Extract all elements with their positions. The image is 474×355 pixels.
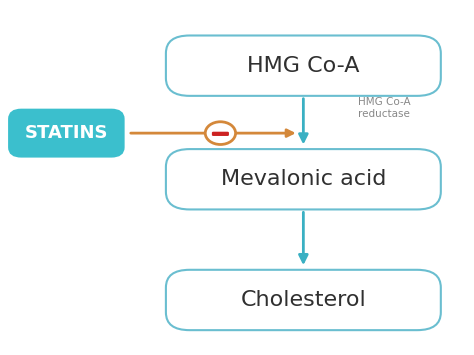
Circle shape [205, 122, 236, 144]
FancyBboxPatch shape [166, 149, 441, 209]
Text: Cholesterol: Cholesterol [240, 290, 366, 310]
Text: HMG Co-A
reductase: HMG Co-A reductase [358, 97, 410, 119]
FancyBboxPatch shape [166, 36, 441, 96]
Text: Mevalonic acid: Mevalonic acid [221, 169, 386, 189]
Text: STATINS: STATINS [25, 124, 108, 142]
FancyBboxPatch shape [212, 132, 229, 136]
Text: HMG Co-A: HMG Co-A [247, 56, 360, 76]
FancyBboxPatch shape [9, 110, 123, 156]
FancyBboxPatch shape [166, 270, 441, 330]
